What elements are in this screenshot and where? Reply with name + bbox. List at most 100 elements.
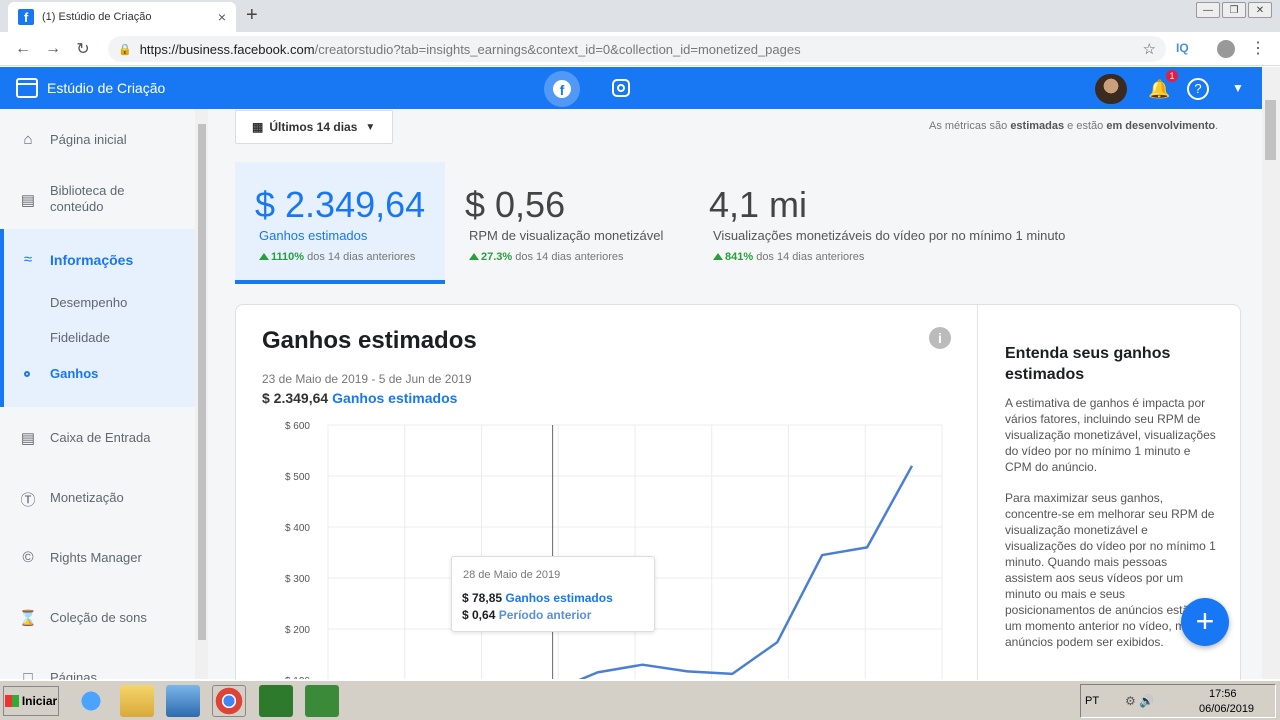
- clock-time: 17:56: [1209, 688, 1237, 700]
- info-icon[interactable]: i: [929, 327, 951, 349]
- arrow-up-icon: [713, 253, 723, 260]
- tooltip-row-previous: $ 0,64 Período anterior: [462, 608, 592, 622]
- y-tick-label: $ 300: [285, 574, 310, 585]
- page-scroll-thumb[interactable]: [1265, 100, 1276, 160]
- account-menu-caret-icon[interactable]: ▼: [1232, 81, 1244, 95]
- metric-delta: 27.3% dos 14 dias anteriores: [469, 251, 624, 263]
- internet-explorer-icon[interactable]: [74, 685, 108, 717]
- earnings-card: [235, 304, 1241, 704]
- system-tray: PT ⚙ 🔊 17:56 06/06/2019: [1080, 684, 1276, 718]
- media-player-icon[interactable]: [166, 685, 200, 717]
- page-scrollbar[interactable]: [1262, 67, 1280, 679]
- instagram-icon[interactable]: [612, 79, 630, 97]
- browser-tab-bar: f (1) Estúdio de Criação × + — ❐ ✕: [0, 0, 1280, 32]
- profile-icon[interactable]: [1217, 40, 1235, 58]
- date-range-label: Últimos 14 dias: [269, 120, 358, 134]
- sidebar-item-loyalty[interactable]: Fidelidade: [50, 330, 110, 345]
- bookmark-star-icon[interactable]: ☆: [1142, 41, 1156, 58]
- new-tab-button[interactable]: +: [246, 4, 258, 26]
- info-panel-paragraph-1: A estimativa de ganhos é impacta por vár…: [1005, 396, 1216, 474]
- lock-icon: 🔒: [118, 43, 132, 56]
- language-indicator[interactable]: PT: [1085, 695, 1100, 707]
- restore-icon[interactable]: ❐: [1222, 2, 1246, 18]
- browser-menu-icon[interactable]: ⋮: [1250, 40, 1266, 57]
- create-fab-button[interactable]: +: [1181, 598, 1229, 646]
- avatar[interactable]: [1095, 74, 1127, 104]
- sidebar-item-inbox[interactable]: ▤ Caixa de Entrada: [0, 427, 195, 449]
- tab-close-icon[interactable]: ×: [217, 9, 226, 25]
- sidebar-item-rights-manager[interactable]: © Rights Manager: [0, 547, 195, 569]
- windows-logo-icon: [4, 695, 19, 707]
- sidebar-item-performance[interactable]: Desempenho: [50, 295, 128, 310]
- insights-icon: ≈: [23, 251, 33, 268]
- url-input[interactable]: 🔒 https://business.facebook.com /creator…: [108, 36, 1166, 62]
- chart-title: Ganhos estimados: [262, 327, 477, 354]
- start-button[interactable]: Iniciar: [3, 686, 59, 716]
- chart-date-range: 23 de Maio de 2019 - 5 de Jun de 2019: [262, 372, 472, 386]
- sidebar-item-sound-collection[interactable]: ⌛ Coleção de sons: [18, 610, 147, 627]
- address-bar: ← → ↻ 🔒 https://business.facebook.com /c…: [0, 32, 1280, 66]
- camtasia-icon[interactable]: [259, 685, 293, 717]
- chart-tooltip: 28 de Maio de 2019 $ 78,85 Ganhos estima…: [451, 556, 655, 632]
- sidebar-scroll-thumb[interactable]: [198, 124, 206, 640]
- library-icon: ▤: [20, 192, 36, 209]
- tray-icons[interactable]: ⚙ 🔊: [1125, 694, 1155, 708]
- info-panel-title: Entenda seus ganhos estimados: [1005, 345, 1171, 383]
- y-tick-label: $ 400: [285, 523, 310, 534]
- copyright-icon: ©: [22, 549, 34, 566]
- tooltip-row-earnings: $ 78,85 Ganhos estimados: [462, 591, 613, 605]
- help-icon[interactable]: ?: [1187, 78, 1209, 100]
- extension-iq-icon[interactable]: IQ: [1176, 41, 1189, 55]
- creator-studio-logo-icon: [16, 78, 38, 98]
- metric-delta: 1110% dos 14 dias anteriores: [259, 251, 415, 263]
- browser-tab[interactable]: f (1) Estúdio de Criação ×: [8, 2, 236, 32]
- metrics-note: As métricas são estimadas e estão em des…: [929, 120, 1219, 132]
- y-tick-label: $ 200: [285, 625, 310, 636]
- earnings-line-chart[interactable]: $ 600 $ 500 $ 400 $ 300 $ 200 $ 100: [270, 415, 950, 679]
- metric-value: $ 2.349,64: [255, 184, 426, 225]
- sidebar-item-library[interactable]: ▤ Biblioteca de conteúdo: [0, 183, 195, 219]
- forward-icon[interactable]: →: [45, 39, 61, 57]
- folder-icon[interactable]: [120, 685, 154, 717]
- sidebar-item-insights[interactable]: ≈ Informações: [0, 249, 195, 271]
- pages-icon: □: [23, 669, 33, 686]
- chrome-icon[interactable]: [212, 685, 246, 717]
- sidebar: ⌂ Página inicial ▤ Biblioteca de conteúd…: [0, 109, 195, 686]
- back-icon[interactable]: ←: [15, 39, 31, 57]
- notifications-bell-icon[interactable]: 🔔: [1148, 79, 1171, 99]
- sidebar-item-home[interactable]: ⌂ Página inicial: [0, 129, 195, 151]
- chevron-down-icon: ▼: [365, 121, 376, 133]
- window-controls: — ❐ ✕: [1196, 2, 1272, 18]
- metric-label: Ganhos estimados: [259, 228, 368, 243]
- taskbar: Iniciar PT ⚙ 🔊 17:56 06/06/2019: [0, 680, 1280, 720]
- sound-icon: ⌛: [18, 610, 38, 627]
- brand-title[interactable]: Estúdio de Criação: [47, 80, 166, 96]
- sidebar-item-monetization[interactable]: Ⓣ Monetização: [0, 487, 195, 509]
- arrow-up-icon: [469, 253, 479, 260]
- facebook-nav-button[interactable]: f: [544, 71, 580, 107]
- arrow-up-icon: [259, 253, 269, 260]
- date-range-dropdown[interactable]: ▦ Últimos 14 dias ▼: [235, 110, 393, 144]
- y-tick-label: $ 500: [285, 472, 310, 483]
- metric-estimated-earnings[interactable]: $ 2.349,64 Ganhos estimados 1110% dos 14…: [235, 162, 445, 284]
- chart-total: $ 2.349,64 Ganhos estimados: [262, 390, 458, 406]
- info-panel-paragraph-2: Para maximizar seus ganhos, concentre-se…: [1005, 491, 1216, 649]
- close-window-icon[interactable]: ✕: [1248, 2, 1272, 18]
- creator-studio-header: Estúdio de Criação f 🔔 1 ? ▼: [0, 67, 1262, 109]
- y-tick-label: $ 100: [285, 676, 310, 679]
- inbox-icon: ▤: [20, 430, 36, 447]
- metric-rpm[interactable]: $ 0,56 RPM de visualização monetizável 2…: [445, 162, 685, 284]
- sidebar-item-earnings[interactable]: Ganhos: [0, 364, 195, 384]
- home-icon: ⌂: [23, 131, 33, 148]
- active-dot-icon: [24, 371, 30, 377]
- reload-icon[interactable]: ↻: [76, 40, 90, 58]
- metric-label: RPM de visualização monetizável: [469, 228, 664, 243]
- tab-title: (1) Estúdio de Criação: [42, 11, 152, 23]
- metric-monetizable-views[interactable]: 4,1 mi Visualizações monetizáveis do víd…: [689, 162, 1109, 284]
- tooltip-date: 28 de Maio de 2019: [463, 569, 561, 581]
- minimize-icon[interactable]: —: [1196, 2, 1220, 18]
- url-path: /creatorstudio?tab=insights_earnings&con…: [314, 41, 801, 57]
- clock-date: 06/06/2019: [1199, 703, 1255, 715]
- facebook-favicon-icon: f: [18, 9, 34, 25]
- camtasia-recorder-icon[interactable]: [305, 685, 339, 717]
